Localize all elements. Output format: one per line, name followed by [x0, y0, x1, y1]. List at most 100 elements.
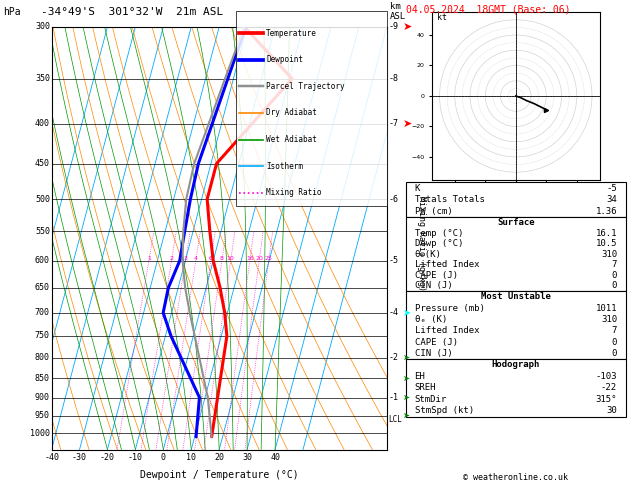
Text: 3: 3 [184, 256, 187, 260]
Text: 1000: 1000 [30, 429, 50, 437]
Text: Lifted Index: Lifted Index [415, 326, 479, 335]
Text: -34°49'S  301°32'W  21m ASL: -34°49'S 301°32'W 21m ASL [41, 7, 223, 17]
Text: 20: 20 [255, 256, 263, 260]
Text: K: K [415, 184, 420, 192]
Text: Mixing Ratio: Mixing Ratio [266, 189, 321, 197]
Text: km: km [390, 2, 401, 12]
Text: θₑ (K): θₑ (K) [415, 315, 447, 324]
Text: 450: 450 [35, 159, 50, 168]
Text: 750: 750 [35, 331, 50, 341]
Text: -8: -8 [389, 74, 399, 83]
FancyBboxPatch shape [236, 11, 387, 206]
Text: 25: 25 [265, 256, 273, 260]
Text: 400: 400 [35, 120, 50, 128]
Text: -20: -20 [100, 453, 115, 462]
Text: ➤: ➤ [403, 22, 412, 32]
Text: 0: 0 [161, 453, 166, 462]
Text: 0: 0 [611, 281, 617, 290]
Text: Most Unstable: Most Unstable [481, 292, 551, 301]
Text: Mixing Ratio (g/kg): Mixing Ratio (g/kg) [417, 195, 426, 291]
Text: 04.05.2024  18GMT (Base: 06): 04.05.2024 18GMT (Base: 06) [406, 5, 571, 15]
Text: -7: -7 [389, 120, 399, 128]
Text: 350: 350 [35, 74, 50, 83]
Text: -6: -6 [389, 194, 399, 204]
Text: θₑ(K): θₑ(K) [415, 250, 442, 259]
Text: 0: 0 [611, 338, 617, 347]
Text: -2: -2 [389, 353, 399, 362]
Text: 30: 30 [242, 453, 252, 462]
Text: ➤: ➤ [403, 411, 409, 420]
Text: 600: 600 [35, 256, 50, 265]
Text: kt: kt [437, 13, 447, 22]
Text: 950: 950 [35, 411, 50, 420]
Text: 700: 700 [35, 308, 50, 317]
Text: Temp (°C): Temp (°C) [415, 228, 463, 238]
Text: -103: -103 [596, 372, 617, 381]
Text: CAPE (J): CAPE (J) [415, 338, 457, 347]
Text: 2: 2 [169, 256, 174, 260]
Text: 650: 650 [35, 283, 50, 292]
Text: 4: 4 [194, 256, 198, 260]
Text: CIN (J): CIN (J) [415, 349, 452, 358]
Text: 310: 310 [601, 315, 617, 324]
Text: Isotherm: Isotherm [266, 162, 303, 171]
Text: -10: -10 [128, 453, 143, 462]
Text: 7: 7 [611, 326, 617, 335]
Text: CIN (J): CIN (J) [415, 281, 452, 290]
Text: © weatheronline.co.uk: © weatheronline.co.uk [464, 473, 568, 482]
Text: 550: 550 [35, 227, 50, 236]
Text: 0: 0 [611, 349, 617, 358]
Text: ➤: ➤ [403, 353, 409, 362]
Text: -9: -9 [389, 22, 399, 31]
Text: 16.1: 16.1 [596, 228, 617, 238]
Text: -1: -1 [389, 393, 399, 402]
Text: 8: 8 [220, 256, 224, 260]
Text: ➤: ➤ [403, 308, 411, 318]
Text: 1: 1 [147, 256, 151, 260]
Text: -5: -5 [389, 256, 399, 265]
Text: ASL: ASL [390, 12, 406, 21]
Text: EH: EH [415, 372, 425, 381]
Text: CAPE (J): CAPE (J) [415, 271, 457, 280]
Text: ➤: ➤ [403, 119, 412, 129]
Text: ➤: ➤ [403, 393, 409, 402]
Text: PW (cm): PW (cm) [415, 207, 452, 216]
Text: Hodograph: Hodograph [492, 361, 540, 369]
Text: Dewp (°C): Dewp (°C) [415, 239, 463, 248]
Text: Surface: Surface [497, 218, 535, 227]
Text: 30: 30 [606, 406, 617, 415]
Text: 1.36: 1.36 [596, 207, 617, 216]
Text: Parcel Trajectory: Parcel Trajectory [266, 82, 345, 91]
Text: 900: 900 [35, 393, 50, 402]
Text: -40: -40 [44, 453, 59, 462]
Text: 6: 6 [209, 256, 213, 260]
Text: 0: 0 [611, 271, 617, 280]
Text: Totals Totals: Totals Totals [415, 195, 484, 204]
Text: LCL: LCL [389, 415, 403, 424]
Text: 310: 310 [601, 250, 617, 259]
Text: 800: 800 [35, 353, 50, 362]
Text: 34: 34 [606, 195, 617, 204]
Text: 1011: 1011 [596, 304, 617, 312]
Text: -30: -30 [72, 453, 87, 462]
Text: StmDir: StmDir [415, 395, 447, 404]
Text: Dewpoint: Dewpoint [266, 55, 303, 64]
Text: 850: 850 [35, 374, 50, 383]
Text: -5: -5 [606, 184, 617, 192]
Text: Pressure (mb): Pressure (mb) [415, 304, 484, 312]
Text: 10.5: 10.5 [596, 239, 617, 248]
Text: 10: 10 [186, 453, 196, 462]
Text: 10: 10 [227, 256, 235, 260]
Text: -22: -22 [601, 383, 617, 392]
Text: 40: 40 [270, 453, 280, 462]
Text: 500: 500 [35, 194, 50, 204]
Text: 20: 20 [214, 453, 224, 462]
Text: -4: -4 [389, 308, 399, 317]
Text: Wet Adiabat: Wet Adiabat [266, 135, 317, 144]
Text: 16: 16 [246, 256, 253, 260]
Text: SREH: SREH [415, 383, 436, 392]
Text: 7: 7 [611, 260, 617, 269]
Text: Lifted Index: Lifted Index [415, 260, 479, 269]
Text: hPa: hPa [3, 7, 21, 17]
Text: StmSpd (kt): StmSpd (kt) [415, 406, 474, 415]
